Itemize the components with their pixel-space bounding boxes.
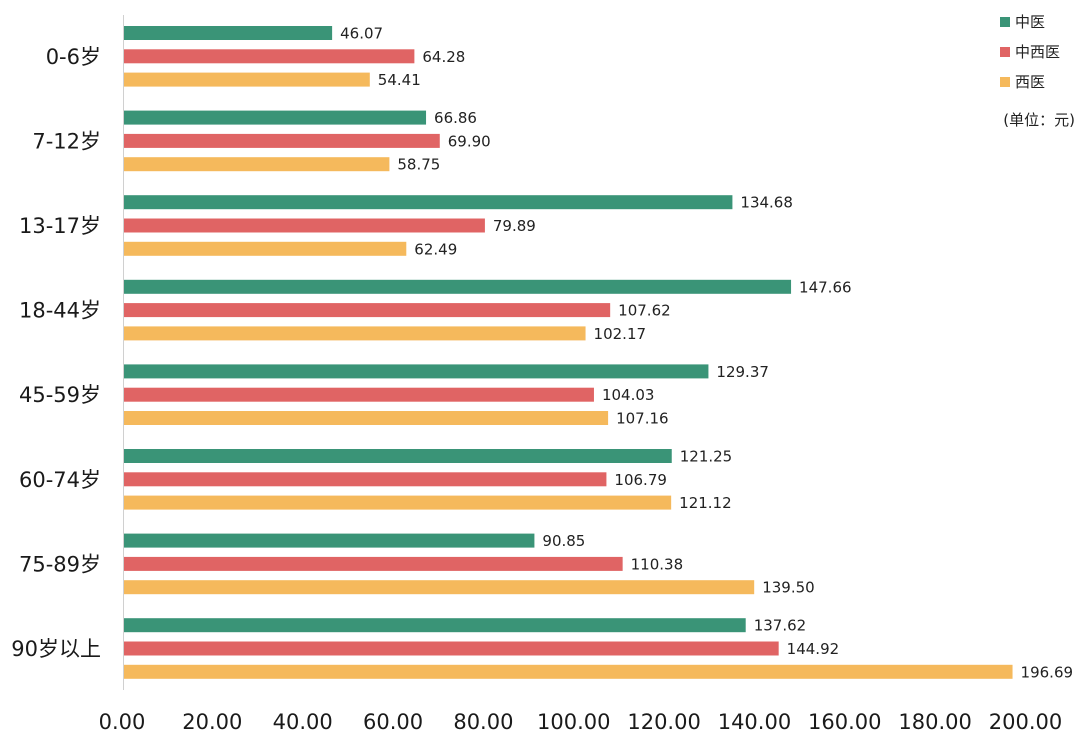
data-label: 106.79: [614, 471, 667, 489]
category-label: 45-59岁: [19, 383, 101, 407]
category-label: 13-17岁: [19, 214, 101, 238]
legend-item: 中西医: [1000, 43, 1060, 61]
x-tick-label: 140.00: [718, 710, 791, 734]
data-label: 58.75: [397, 156, 440, 174]
bar: [124, 326, 586, 341]
bar: [124, 495, 672, 510]
bar: [124, 411, 609, 425]
data-label: 144.92: [787, 640, 840, 658]
bar: [124, 49, 415, 64]
x-tick-label: 80.00: [453, 710, 513, 734]
legend-label: 西医: [1015, 73, 1045, 91]
bar: [124, 26, 333, 40]
bar: [124, 364, 709, 379]
data-label: 62.49: [414, 240, 457, 258]
category-label: 18-44岁: [19, 299, 101, 323]
category-labels: 0-6岁 7-12岁 13-17岁 18-44岁 45-59岁 60-74岁 75-89岁 9…: [11, 45, 101, 661]
x-tick-label: 20.00: [182, 710, 242, 734]
data-label: 64.28: [422, 48, 465, 66]
bar-group: 137.62 144.92 196.69: [124, 617, 1074, 681]
bar: [124, 556, 623, 571]
category-label: 7-12岁: [32, 129, 101, 153]
bar-group: 147.66 107.62 102.17: [124, 278, 852, 343]
x-tick-label: 200.00: [989, 710, 1062, 734]
x-tick-label: 100.00: [537, 710, 610, 734]
x-tick-label: 180.00: [898, 710, 971, 734]
x-tick-label: 40.00: [273, 710, 333, 734]
x-tick-label: 160.00: [808, 710, 881, 734]
x-tick-label: 120.00: [627, 710, 700, 734]
legend-swatch: [1000, 17, 1010, 27]
x-tick-label: 60.00: [363, 710, 423, 734]
bar-group: 121.25 106.79 121.12: [124, 448, 733, 512]
legend-label: 中医: [1015, 13, 1045, 31]
bar: [124, 580, 755, 595]
bar-group: 90.85 110.38 139.50: [124, 532, 815, 597]
data-label: 54.41: [378, 71, 421, 89]
category-label: 0-6岁: [46, 45, 101, 69]
data-label: 139.50: [762, 579, 815, 597]
data-label: 196.69: [1021, 663, 1074, 681]
category-label: 90岁以上: [11, 637, 101, 661]
data-label: 129.37: [716, 363, 769, 381]
bar: [124, 195, 733, 210]
bar: [124, 472, 607, 487]
data-label: 46.07: [340, 25, 383, 43]
legend-item: 中医: [1000, 13, 1045, 31]
data-label: 104.03: [602, 386, 655, 404]
data-label: 79.89: [493, 217, 536, 235]
bar: [124, 641, 779, 656]
data-label: 90.85: [542, 532, 585, 550]
data-label: 137.62: [754, 617, 807, 635]
bar: [124, 303, 611, 318]
bar: [124, 664, 1013, 679]
data-label: 121.12: [679, 494, 732, 512]
data-label: 147.66: [799, 278, 852, 296]
bar-group: 129.37 104.03 107.16: [124, 363, 769, 428]
data-label: 66.86: [434, 109, 477, 127]
legend-item: 西医: [1000, 73, 1045, 91]
bar: [124, 618, 746, 633]
bar: [124, 218, 485, 233]
bar: [124, 449, 672, 463]
unit-note: (单位：元): [1003, 111, 1075, 129]
x-tick-labels: 0.00 20.00 40.00 60.00 80.00 100.00 120.00 140.…: [99, 710, 1063, 734]
bar: [124, 533, 535, 548]
data-label: 102.17: [594, 325, 647, 343]
category-label: 60-74岁: [19, 468, 101, 492]
data-label: 134.68: [740, 194, 793, 212]
x-tick-label: 0.00: [99, 710, 146, 734]
bar: [124, 110, 427, 125]
legend-label: 中西医: [1015, 43, 1060, 61]
legend-swatch: [1000, 77, 1010, 87]
data-label: 107.16: [616, 410, 669, 428]
bar-group: 66.86 69.90 58.75: [124, 109, 491, 174]
bar: [124, 133, 440, 148]
bar-group: 134.68 79.89 62.49: [124, 194, 793, 258]
data-label: 69.90: [448, 132, 491, 150]
bar: [124, 279, 792, 294]
data-label: 110.38: [631, 555, 684, 573]
bar: [124, 72, 370, 87]
data-label: 107.62: [618, 302, 671, 320]
bar: [124, 157, 390, 172]
category-label: 75-89岁: [19, 552, 101, 576]
legend-swatch: [1000, 47, 1010, 57]
data-label: 121.25: [680, 448, 733, 466]
bar: [124, 241, 407, 256]
bar: [124, 387, 594, 402]
